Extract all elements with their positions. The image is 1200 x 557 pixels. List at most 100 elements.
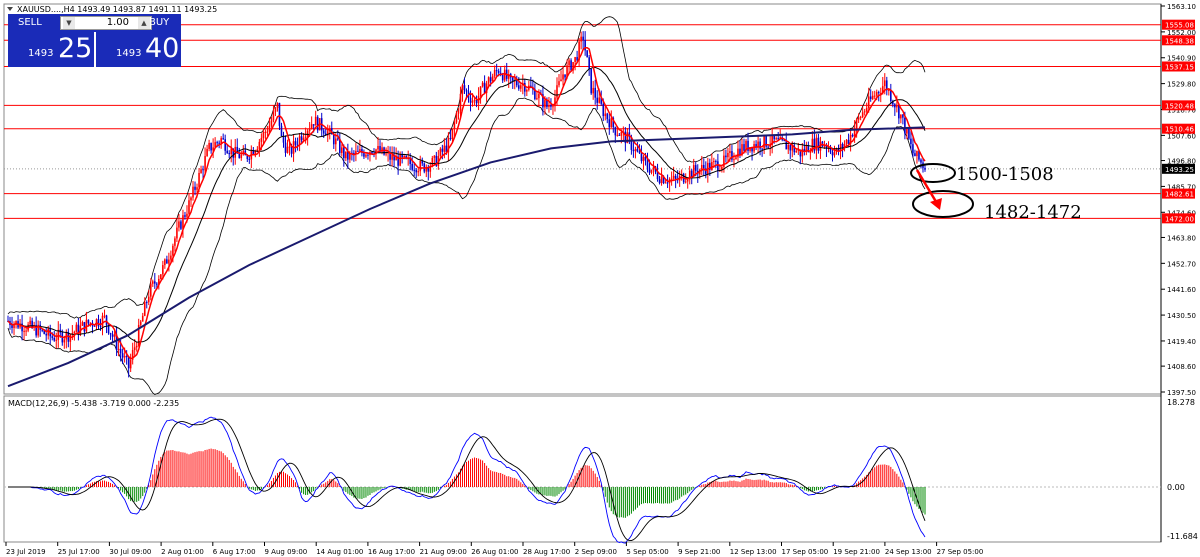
candle-body [73, 331, 76, 334]
candle-body [845, 139, 848, 144]
candle-body [274, 107, 277, 112]
candle-body [365, 154, 367, 157]
candle-body [194, 186, 196, 190]
sell-price-small[interactable]: 1493 [28, 48, 54, 59]
candle-body [791, 145, 794, 151]
candle-body [425, 166, 428, 172]
candle-body [881, 86, 884, 94]
lot-size-input[interactable]: 1.00 [60, 16, 152, 30]
candle-body [385, 153, 387, 155]
candle-body [491, 76, 494, 82]
time-tick-label: 24 Sep 13:00 [885, 548, 932, 556]
candle-body [51, 336, 54, 338]
candle-body [276, 102, 279, 108]
sell-price-big[interactable]: 25 [58, 33, 93, 64]
candle-body [349, 152, 351, 160]
sell-button[interactable]: SELL [18, 17, 42, 28]
candle-body [145, 302, 148, 304]
buy-button[interactable]: BUY [149, 17, 170, 28]
candle-body [787, 144, 790, 150]
candle-body [616, 134, 619, 136]
candle-body [713, 161, 715, 163]
candle-body [415, 169, 418, 173]
candle-body [550, 105, 552, 107]
candle-body [588, 57, 590, 69]
candle-body [548, 105, 550, 108]
candle-body [890, 89, 892, 102]
price-axis: 1563.10 1552.00 1540.90 1529.80 1518.70 1507.… [1161, 3, 1196, 397]
candle-body [700, 164, 703, 170]
candle-body [75, 324, 78, 332]
candle-body [690, 170, 693, 177]
candle-body [855, 119, 858, 129]
candle-body [246, 155, 249, 159]
candle-body [310, 124, 313, 129]
candle-body [598, 97, 601, 103]
price-label-text: 1537.15 [1165, 63, 1194, 71]
candle-body [170, 255, 172, 260]
candle-body [202, 169, 204, 171]
candle-body [507, 73, 510, 79]
candle-body [805, 145, 808, 152]
candle-body [280, 125, 283, 136]
candle-body [632, 149, 635, 152]
candle-body [433, 155, 436, 158]
candle-body [853, 128, 856, 137]
candle-body [308, 128, 311, 131]
candle-body [127, 356, 130, 369]
candle-body [278, 102, 281, 126]
candle-body [610, 117, 613, 128]
candle-body [445, 145, 448, 153]
candle-body [429, 165, 432, 172]
candle-body [747, 140, 749, 151]
candle-body [115, 334, 118, 350]
lot-decrease-icon[interactable]: ▼ [63, 17, 75, 29]
chart-menu-icon[interactable] [7, 7, 13, 11]
annotation-lower: 1482-1472 [912, 190, 1082, 223]
candle-body [29, 320, 31, 325]
candle-body [125, 356, 128, 358]
macd-lines [8, 416, 926, 544]
candle-body [264, 131, 267, 133]
candle-body [409, 158, 411, 164]
candle-body [885, 80, 888, 91]
time-tick-label: 9 Sep 21:00 [678, 548, 720, 556]
time-tick-label: 19 Sep 21:00 [833, 548, 880, 556]
buy-price-small[interactable]: 1493 [116, 48, 142, 59]
candle-body [592, 87, 594, 94]
candle-body [162, 265, 164, 275]
candle-body [783, 139, 786, 142]
candle-body [178, 221, 180, 228]
candle-body [503, 69, 506, 81]
candle-body [200, 169, 202, 173]
candle-body [660, 176, 663, 184]
candle-body [920, 159, 922, 163]
candle-body [624, 131, 627, 144]
candle-body [238, 153, 241, 159]
candle-body [916, 150, 918, 157]
candle-body [614, 127, 617, 136]
macd-tick-bottom: -11.684 [1167, 532, 1198, 541]
macd-histogram [31, 448, 926, 518]
candle-body [801, 148, 804, 157]
candle-body [459, 93, 462, 111]
price-label-box [1162, 123, 1195, 134]
candle-body [517, 85, 520, 89]
candle-body [513, 80, 516, 82]
candle-body [606, 113, 609, 120]
candle-body [841, 143, 844, 148]
annotation-lower-ellipse [912, 190, 974, 218]
candle-body [417, 171, 420, 173]
candle-body [77, 324, 80, 334]
price-label-box [1162, 213, 1195, 224]
lot-increase-icon[interactable]: ▲ [138, 17, 150, 29]
candle-body [544, 99, 546, 108]
candle-body [298, 136, 301, 146]
candle-body [455, 113, 458, 123]
buy-price-big[interactable]: 40 [145, 33, 180, 64]
candle-body [511, 77, 514, 81]
candle-body [401, 153, 403, 158]
arrow-icon [915, 169, 942, 210]
candle-body [829, 148, 832, 153]
